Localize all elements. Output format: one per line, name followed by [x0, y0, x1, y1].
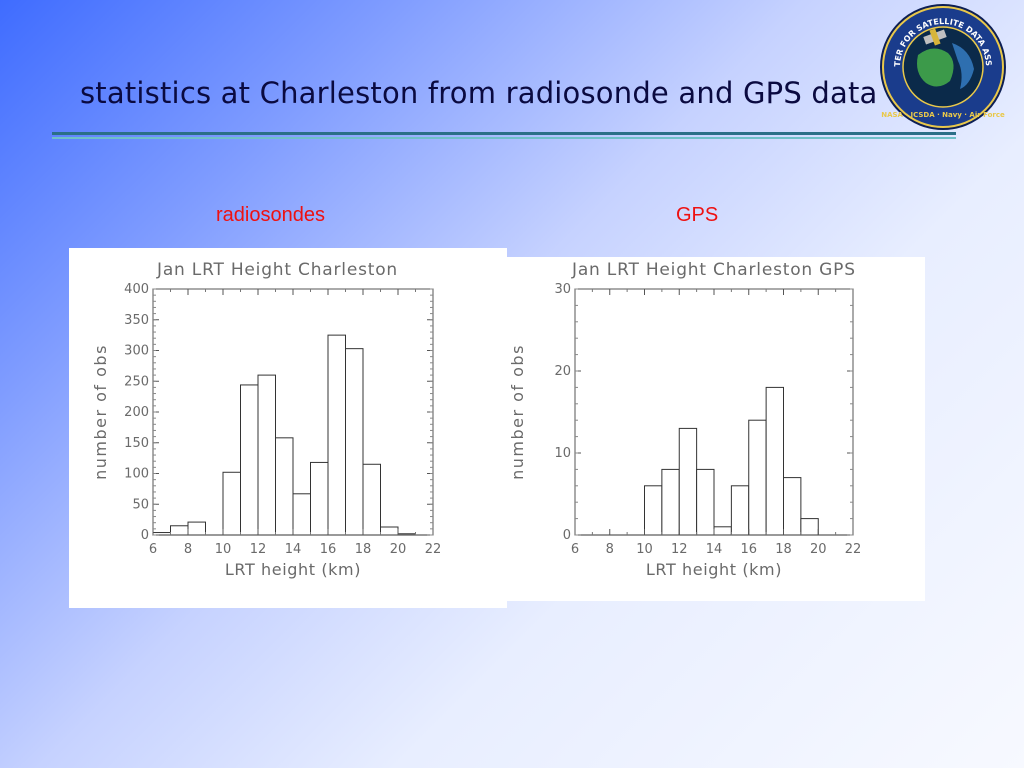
- x-tick-label: 12: [671, 542, 688, 557]
- x-tick-label: 14: [285, 542, 302, 557]
- x-tick-label: 20: [390, 542, 407, 557]
- y-axis-label: number of obs: [91, 344, 110, 480]
- y-tick-label: 400: [124, 282, 149, 297]
- y-axis-label: number of obs: [508, 344, 527, 480]
- x-tick-label: 14: [706, 542, 723, 557]
- histogram-bar: [327, 334, 346, 536]
- gps-chart-panel: 6 8 10 12 14 16 18 20 22 0 10 20 30 Jan LRT Height Ch…: [500, 257, 925, 601]
- x-tick-label: 20: [810, 542, 827, 557]
- x-tick-label: 8: [606, 542, 614, 557]
- histogram-bar: [292, 493, 311, 536]
- x-axis-label: LRT height (km): [646, 560, 782, 579]
- radiosonde-chart-panel: 6 8 10 12 14 16 18 20 22 0 50 100 150 200 250 300 350 400…: [69, 248, 507, 608]
- x-tick-label: 6: [571, 542, 579, 557]
- slide-title: statistics at Charleston from radiosonde…: [80, 76, 878, 110]
- histogram-bar: [661, 468, 680, 536]
- histogram-bar: [345, 348, 364, 536]
- y-tick-label: 10: [554, 446, 571, 461]
- x-tick-label: 18: [355, 542, 372, 557]
- chart-title: Jan LRT Height Charleston: [156, 260, 398, 280]
- histogram-bar: [644, 485, 663, 536]
- histogram-bar: [380, 526, 399, 536]
- histogram-bar: [730, 485, 750, 536]
- histogram-bar: [257, 374, 276, 536]
- histogram-bar: [713, 526, 732, 536]
- jcsda-logo-icon: JOINT CENTER FOR SATELLITE DATA ASSIMILA…: [878, 3, 1006, 130]
- label-gps: GPS: [676, 204, 719, 226]
- x-tick-label: 8: [184, 542, 192, 557]
- histogram-bar: [240, 384, 259, 536]
- x-tick-label: 6: [149, 542, 157, 557]
- x-axis-label: LRT height (km): [225, 560, 361, 579]
- logo-bottom-text: NASA · JCSDA · Navy · Air Force: [881, 111, 1005, 119]
- y-tick-label: 350: [124, 313, 149, 328]
- histogram-bar: [275, 437, 294, 536]
- y-tick-label: 20: [554, 364, 571, 379]
- x-tick-label: 22: [845, 542, 862, 557]
- y-tick-label: 150: [124, 436, 149, 451]
- histogram-bar: [362, 463, 381, 536]
- x-tick-label: 22: [425, 542, 442, 557]
- y-tick-label: 300: [124, 344, 149, 359]
- y-tick-label: 250: [124, 374, 149, 389]
- y-tick-label: 200: [124, 405, 149, 420]
- y-tick-label: 30: [554, 282, 571, 297]
- y-tick-label: 0: [563, 528, 571, 543]
- histogram-bar: [783, 477, 802, 536]
- x-tick-label: 16: [740, 542, 757, 557]
- x-tick-label: 12: [250, 542, 267, 557]
- radiosonde-histogram: 6 8 10 12 14 16 18 20 22 0 50 100 150 200 250 300 350 400…: [91, 260, 442, 579]
- chart-title: Jan LRT Height Charleston GPS: [571, 260, 856, 280]
- y-tick-label: 50: [132, 497, 149, 512]
- title-divider: [52, 132, 956, 135]
- title-divider-accent: [52, 137, 956, 139]
- histogram-bar: [748, 419, 767, 536]
- histogram-bar: [187, 521, 206, 536]
- histogram-bar: [765, 386, 784, 536]
- x-tick-label: 16: [320, 542, 337, 557]
- histogram-bar: [310, 461, 329, 536]
- x-tick-label: 18: [775, 542, 792, 557]
- histogram-bar: [678, 427, 698, 536]
- histogram-bar: [696, 468, 715, 536]
- x-tick-label: 10: [215, 542, 232, 557]
- x-tick-label: 10: [636, 542, 653, 557]
- histogram-bar: [800, 518, 819, 536]
- histogram-bar: [170, 525, 189, 536]
- y-tick-label: 100: [124, 467, 149, 482]
- label-radiosondes: radiosondes: [216, 204, 325, 226]
- y-tick-label: 0: [141, 528, 149, 543]
- histogram-bar: [222, 471, 241, 536]
